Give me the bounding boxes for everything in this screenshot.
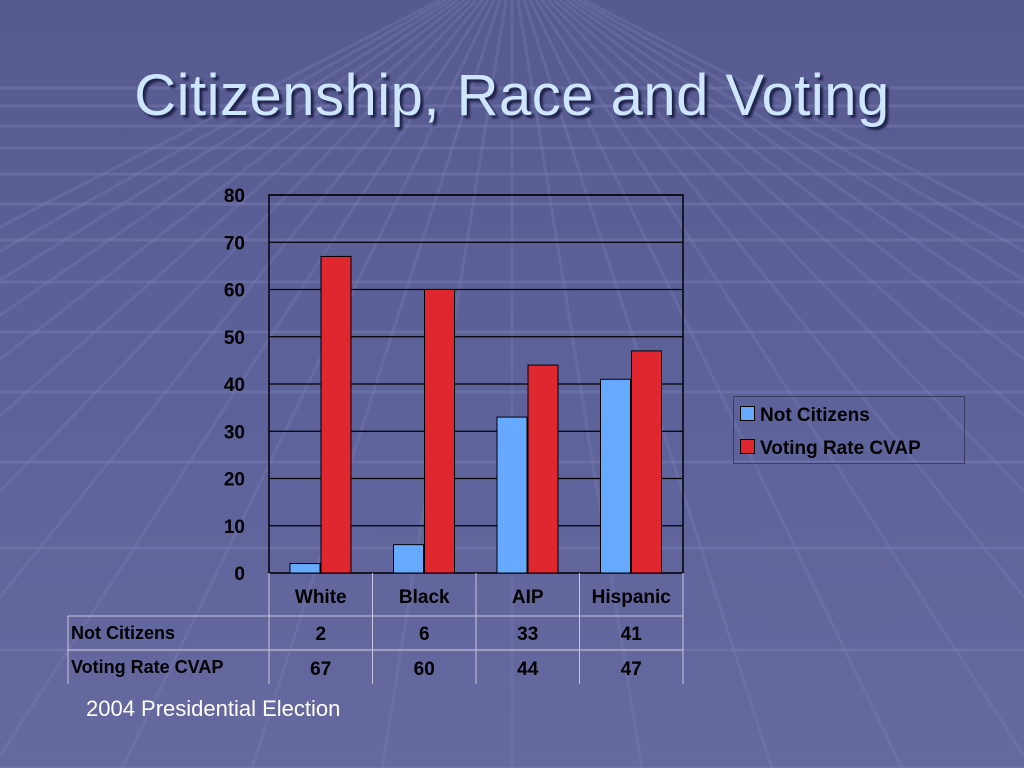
table-cell-value: 47 [621,659,642,680]
bar-voting-rate [527,364,559,574]
y-tick-label: 40 [224,375,245,396]
bg-grid-ray [0,0,471,418]
bg-grid-ray [0,0,478,494]
bg-grid-ray [0,0,441,229]
table-cell-value: 44 [517,659,539,680]
y-tick-label: 20 [224,470,245,491]
y-tick-label: 10 [224,517,245,538]
y-tick-label: 50 [224,328,245,349]
bg-grid-ray [546,0,1024,494]
x-category-label: White [295,587,347,608]
chart-legend: Not Citizens Voting Rate CVAP [733,396,965,464]
legend-label-not-citizens: Not Citizens [760,405,870,426]
table-cell-value: 33 [517,624,538,645]
bg-grid-ray [0,0,459,318]
bar-voting-rate [320,255,352,574]
y-tick-label: 70 [224,233,245,254]
bg-grid-ray [528,0,904,768]
y-tick-label: 60 [224,281,245,302]
bg-grid-ray [583,0,1024,229]
bg-grid-ray [571,0,1024,282]
table-cell-value: 6 [419,624,430,645]
table-row-header: Voting Rate CVAP [71,657,223,677]
chart-caption: 2004 Presidential Election [86,696,341,721]
bg-grid-ray [577,0,1024,253]
bg-grid-ray [0,0,484,600]
table-cell-value: 60 [414,659,435,680]
legend-swatch-voting-rate [740,439,755,455]
bar-voting-rate [424,289,455,574]
x-category-label: Hispanic [592,587,672,608]
bar-not-citizens [289,563,321,574]
bg-grid-ray [553,0,1024,418]
bg-grid-ray [565,0,1024,318]
legend-item-not-citizens: Not Citizens [740,405,870,427]
bg-grid-ray [534,0,1024,759]
bar-not-citizens [600,378,631,574]
bg-grid-ray [0,0,490,759]
y-tick-label: 80 [224,186,245,207]
bg-grid-ray [540,0,1024,600]
bar-not-citizens [393,544,424,574]
bar-not-citizens [496,416,528,574]
x-category-label: AIP [512,587,544,608]
y-tick-label: 30 [224,422,245,443]
table-row-header: Not Citizens [71,623,175,643]
bg-grid-ray [0,0,453,282]
bg-grid-ray [0,0,447,253]
table-cell-value: 41 [621,624,643,645]
bg-grid-ray [0,0,465,362]
bg-grid-ray [559,0,1024,362]
legend-swatch-not-citizens [740,406,755,422]
bar-voting-rate [631,350,662,574]
legend-label-voting-rate: Voting Rate CVAP [760,438,921,459]
y-tick-label: 0 [234,564,245,585]
table-cell-value: 67 [310,659,331,680]
legend-item-voting-rate: Voting Rate CVAP [740,438,921,460]
table-cell-value: 2 [315,624,326,645]
slide-title: Citizenship, Race and Voting [134,63,890,128]
x-category-label: Black [399,587,450,608]
